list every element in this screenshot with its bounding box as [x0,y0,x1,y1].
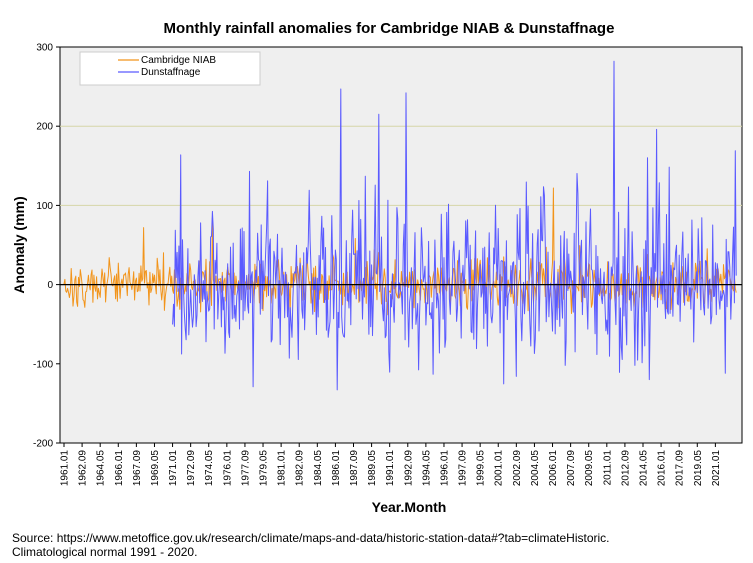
x-tick-label: 1979.05 [259,450,270,487]
x-tick-label: 2001.01 [494,450,505,487]
x-tick-label: 1964.05 [96,450,107,487]
x-tick-label: 2021.01 [711,450,722,487]
x-tick-label: 2009.05 [584,450,595,487]
y-axis-title: Anomaly (mm) [11,196,27,293]
x-tick-label: 2006.01 [548,450,559,487]
legend-label-dunstaffnage: Dunstaffnage [141,67,201,78]
x-tick-label: 1966.01 [114,450,125,487]
x-tick-label: 1986.01 [331,450,342,487]
x-tick-label: 2004.05 [530,450,541,487]
x-tick-label: 2007.09 [566,450,577,487]
x-tick-label: 1974.05 [204,450,215,487]
x-tick-label: 2012.09 [620,450,631,487]
x-tick-label: 2002.09 [512,450,523,487]
legend-box [79,51,261,86]
x-tick-label: 1961.01 [60,450,71,487]
chart-title: Monthly rainfall anomalies for Cambridge… [164,20,615,37]
x-tick-label: 1962.09 [78,450,89,487]
legend-label-cambridge: Cambridge NIAB [141,55,216,66]
series-dunstaffnage [172,60,737,391]
x-tick-label: 1996.01 [439,450,450,487]
x-tick-label: 1987.09 [349,450,360,487]
x-tick-label: 2011.01 [602,450,613,486]
y-tick-label: -200 [33,439,53,450]
x-tick-label: 2016.01 [657,450,668,487]
x-tick-label: 1984.05 [313,450,324,487]
x-tick-label: 1971.01 [168,450,179,487]
x-tick-label: 1991.01 [385,450,396,487]
x-tick-label: 1997.09 [458,450,469,487]
y-axis: -200 -100 0 100 200 300 [33,43,60,450]
x-tick-label: 1992.09 [403,450,414,487]
x-tick-label: 1999.05 [476,450,487,487]
x-axis: 1961.01 1962.09 1964.05 1966.01 1967.09 1969.… [60,443,722,486]
x-tick-label: 1989.05 [367,450,378,487]
x-axis-title: Year.Month [372,499,447,515]
x-tick-label: 1967.09 [132,450,143,487]
x-tick-label: 2017.09 [675,450,686,487]
legend: Cambridge NIAB Dunstaffnage [79,51,261,86]
plot-area [59,46,743,444]
source-note: Source: https://www.metoffice.gov.uk/res… [12,531,610,559]
series-line [172,60,737,391]
source-line: Source: https://www.metoffice.gov.uk/res… [12,531,610,545]
y-tick-label: 0 [47,280,53,291]
x-tick-label: 1994.05 [421,450,432,487]
y-tick-label: 100 [36,201,53,212]
x-tick-label: 1981.01 [277,450,288,487]
y-tick-label: 200 [36,122,53,133]
y-tick-label: 300 [36,43,53,54]
x-tick-label: 1982.09 [295,450,306,487]
y-tick-label: -100 [33,359,53,370]
x-tick-label: 1976.01 [222,450,233,487]
x-tick-label: 1977.09 [240,450,251,487]
normal-line: Climatological normal 1991 - 2020. [12,545,198,559]
x-tick-label: 2014.05 [638,450,649,487]
x-tick-label: 2019.05 [693,450,704,487]
x-tick-label: 1972.09 [186,450,197,487]
x-tick-label: 1969.05 [150,450,161,487]
